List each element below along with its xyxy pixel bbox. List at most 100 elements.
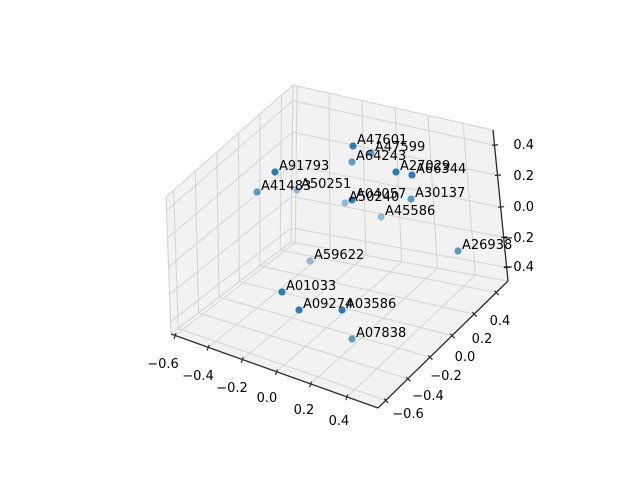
y-tick-label: 0.2 [472, 332, 493, 347]
scatter-point-marker [367, 149, 375, 157]
y-tick-label: 0.4 [490, 314, 511, 329]
right-pane-z-grid [292, 100, 495, 146]
scatter-point-marker [348, 196, 356, 204]
y-tick [472, 311, 478, 317]
floor-y-grid [218, 296, 431, 358]
tick-marks [173, 144, 511, 404]
scatter-point-label: A27029 [400, 159, 450, 174]
y-tick [383, 398, 389, 404]
axis-lines [170, 129, 509, 409]
floor-x-grid [174, 242, 296, 336]
floor-y-grid [239, 281, 453, 337]
z-tick [491, 144, 499, 146]
right-pane-x-grid [462, 123, 476, 276]
floor-y-grid [198, 312, 409, 380]
y-tick-label: −0.6 [392, 407, 424, 422]
x-tick-label: −0.6 [147, 357, 179, 372]
left-pane-z-grid [169, 196, 292, 295]
scatter-point-label: A66344 [416, 162, 466, 177]
x-tick [206, 344, 210, 351]
floor-x-grid [310, 267, 438, 385]
x-tick [173, 332, 177, 339]
left-pane-y-grid [279, 95, 283, 251]
scatter-point-label: A47599 [375, 140, 425, 155]
z-tick [498, 206, 505, 208]
right-pane-x-grid [361, 100, 367, 256]
right-pane-z-grid [292, 131, 498, 176]
floor-back-left-edge [170, 241, 292, 335]
z-tick-label: 0.4 [513, 138, 534, 153]
scatter-point-label: A59622 [314, 248, 364, 263]
scatter-point-marker [392, 168, 400, 176]
scatter-point-label: A91793 [279, 159, 329, 174]
y-axis-line [377, 280, 509, 409]
x-tick-label: −0.2 [216, 381, 248, 396]
tick-labels: −0.6−0.4−0.20.00.20.4 −0.6−0.4−0.20.00.20… [147, 138, 534, 429]
left-pane-z-grid [166, 100, 294, 212]
scatter-point-marker [293, 186, 301, 194]
z-tick-label: −0.2 [502, 231, 534, 246]
left-pane-top-edge [165, 84, 294, 198]
y-tick [494, 290, 500, 296]
scatter-point-label: A45586 [385, 204, 435, 219]
floor-x-grid [242, 255, 367, 360]
scatter-point-marker [454, 247, 462, 255]
scatter-point-marker [338, 306, 346, 314]
left-pane-z-grid [168, 164, 293, 268]
scatter-point-marker [407, 195, 415, 203]
z-tick-label: 0.2 [513, 169, 534, 184]
scatter-point-marker [306, 257, 314, 265]
y-tick-label: −0.4 [412, 389, 444, 404]
scatter-point-marker [349, 142, 357, 150]
scatter-point-label: A09274 [303, 297, 353, 312]
scatter-point-label: A01033 [286, 279, 336, 294]
x-tick-label: −0.4 [182, 369, 214, 384]
scatter-markers [253, 142, 462, 343]
floor-back-right-edge [290, 241, 509, 282]
x-tick-label: 0.4 [329, 414, 350, 429]
x-tick-label: 0.0 [257, 391, 278, 406]
grid-lines [165, 84, 509, 401]
left-pane-z-grid [167, 131, 293, 239]
scatter-point-label: A04057 [356, 187, 406, 202]
scatter-point-marker [408, 171, 416, 179]
scatter-point-marker [271, 168, 279, 176]
left-pane-y-grid [194, 171, 200, 313]
back-vertical-edge [290, 84, 294, 243]
scatter-point-label: A47601 [357, 133, 407, 148]
x-tick [240, 356, 244, 364]
left-pane-y-grid [216, 152, 220, 298]
scatter-point-marker [341, 199, 349, 207]
x-tick [274, 369, 278, 376]
scatter-point-label: A50240 [349, 190, 399, 205]
right-pane-x-grid [394, 107, 403, 262]
y-tick [449, 333, 455, 339]
scatter-point-marker [377, 213, 385, 221]
right-pane-x-grid [328, 93, 331, 250]
y-tick [405, 376, 411, 382]
z-tick [494, 174, 502, 177]
scatter-point-label: A26938 [462, 238, 512, 253]
x-tick [345, 394, 349, 401]
z-tick [501, 236, 508, 239]
right-pane-z-grid [291, 195, 504, 238]
scatter-point-label: A03586 [346, 297, 396, 312]
right-pane-x-grid [294, 85, 298, 243]
scatter-point-marker [348, 335, 356, 343]
right-pane-z-grid [291, 164, 501, 208]
floor-y-grid [280, 249, 497, 293]
left-pane-y-grid [173, 190, 179, 329]
floor-x-grid [276, 261, 402, 373]
left-pane-y-grid [237, 133, 240, 282]
x-axis-line [170, 333, 379, 409]
left-pane-left-edge [165, 196, 172, 335]
y-tick-label: −0.2 [430, 369, 462, 384]
scatter-point-label: A50251 [301, 177, 351, 192]
scatter-point-marker [253, 188, 261, 196]
x-tick-label: 0.2 [294, 403, 315, 418]
scatter-point-marker [278, 288, 286, 296]
scatter-point-marker [348, 158, 356, 166]
